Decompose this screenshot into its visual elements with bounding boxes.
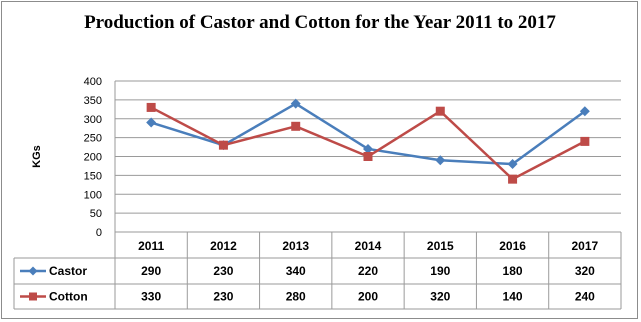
legend-entry: Cotton (49, 290, 88, 304)
y-axis-ticks: 0 50 100 150 200 250 300 350 400 (84, 76, 102, 239)
legend-entry: Castor (49, 264, 87, 278)
y-tick-label: 100 (84, 189, 102, 201)
x-tick-label: 2013 (282, 239, 309, 253)
y-tick-label: 250 (84, 133, 102, 145)
table-cell-value: 340 (286, 264, 306, 278)
table-cell-value: 320 (430, 290, 450, 304)
y-tick-label: 150 (84, 170, 102, 182)
y-tick-label: 200 (84, 152, 102, 164)
data-point (218, 140, 228, 150)
table-cell-value: 280 (286, 290, 306, 304)
x-tick-label: 2015 (427, 239, 454, 253)
y-tick-label: 0 (96, 227, 102, 239)
data-point (290, 98, 301, 109)
data-point (507, 159, 518, 170)
table-cell-value: 230 (213, 264, 233, 278)
table-cell-value: 190 (430, 264, 450, 278)
y-tick-label: 50 (90, 208, 102, 220)
y-tick-label: 400 (84, 76, 102, 88)
data-point (146, 102, 156, 112)
data-point (146, 117, 157, 128)
series-lines (146, 98, 590, 184)
x-tick-label: 2012 (210, 239, 237, 253)
data-point (363, 143, 373, 154)
table-cell-value: 290 (141, 264, 161, 278)
data-point (435, 155, 446, 166)
y-tick-label: 300 (84, 114, 102, 126)
y-tick-label: 350 (84, 95, 102, 107)
x-tick-label: 2017 (572, 239, 599, 253)
data-point (291, 121, 301, 131)
data-point (435, 106, 445, 116)
chart-title: Production of Castor and Cotton for the … (84, 12, 556, 33)
legend-marker (29, 292, 37, 301)
data-point (579, 106, 590, 117)
data-point (363, 152, 373, 161)
table-cell-value: 180 (503, 264, 523, 278)
data-table: 2011 2012 2013 2014 2015 2016 2017 Castor 290 230… (13, 232, 622, 310)
x-tick-label: 2011 (138, 239, 164, 253)
legend-marker (28, 266, 38, 276)
table-cell-value: 230 (213, 290, 233, 304)
table-cell-value: 320 (575, 264, 595, 278)
table-cell-value: 330 (141, 290, 161, 304)
data-point (508, 174, 518, 184)
table-cell-value: 140 (503, 290, 523, 304)
y-axis-label: KGs (31, 145, 43, 168)
data-point (580, 136, 590, 146)
table-cell-value: 220 (358, 264, 378, 278)
table-cell-value: 240 (575, 290, 595, 304)
x-tick-label: 2014 (355, 239, 382, 253)
x-tick-label: 2016 (499, 239, 526, 253)
table-cell-value: 200 (358, 290, 378, 304)
